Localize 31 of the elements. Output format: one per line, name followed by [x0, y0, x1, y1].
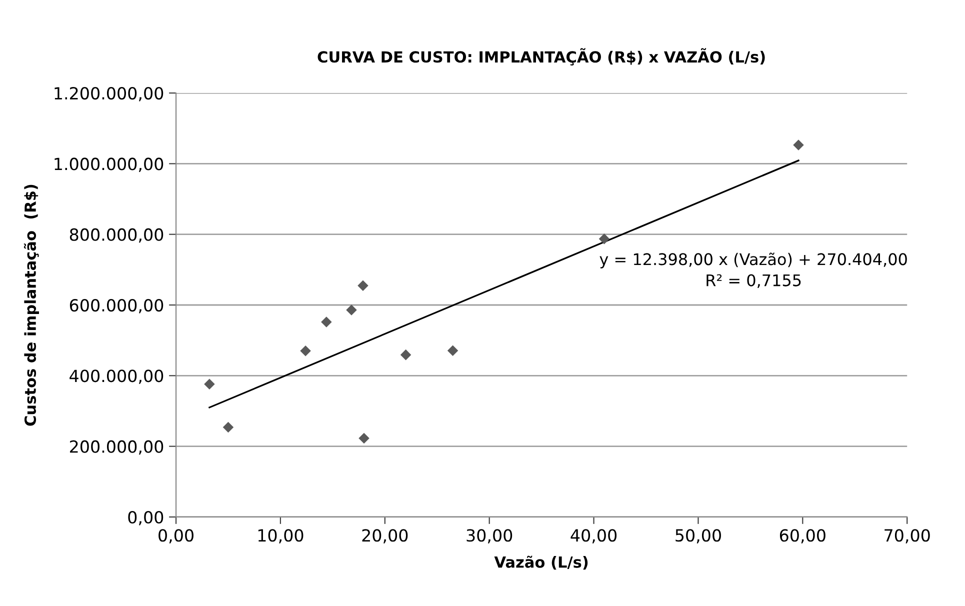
- point: [793, 140, 804, 150]
- x-tick-label: 20,00: [362, 529, 408, 544]
- point: [346, 304, 357, 316]
- point: [300, 346, 311, 356]
- y-tick-label: 1.200.000,00: [54, 86, 164, 102]
- y-tick-label: 1.000.000,00: [54, 158, 164, 172]
- x-tick-label: 10,00: [258, 529, 304, 544]
- annotation: R² = 0,7155: [706, 274, 801, 288]
- point: [358, 280, 368, 291]
- y-axis-title: Custos de implantação (R$): [24, 184, 39, 426]
- y-tick-label: 800.000,00: [70, 228, 164, 243]
- annotation: y = 12.398,00 x (Vazão) + 270.404,00: [600, 252, 907, 268]
- x-tick-label: 30,00: [466, 529, 512, 544]
- x-tick-label: 0,00: [158, 529, 194, 544]
- point: [447, 345, 458, 356]
- y-tick-label: 400.000,00: [70, 370, 164, 384]
- x-axis-title: Vazão (L/s): [494, 556, 588, 570]
- x-tick-label: 60,00: [780, 529, 826, 544]
- x-tick-label: 50,00: [676, 529, 721, 544]
- y-tick-label: 0,00: [128, 510, 164, 526]
- point: [204, 378, 215, 390]
- point: [358, 432, 370, 444]
- point: [222, 422, 234, 433]
- point: [400, 349, 412, 360]
- x-tick-label: 70,00: [884, 529, 930, 544]
- y-tick-label: 600.000,00: [70, 298, 164, 314]
- chart-title: CURVA DE CUSTO: IMPLANTAÇÃO (R$) x VAZÃO (L/s): [318, 48, 765, 66]
- y-tick-label: 200.000,00: [70, 440, 164, 455]
- point: [321, 316, 332, 328]
- point: [598, 234, 610, 244]
- x-tick-label: 40,00: [570, 529, 617, 544]
